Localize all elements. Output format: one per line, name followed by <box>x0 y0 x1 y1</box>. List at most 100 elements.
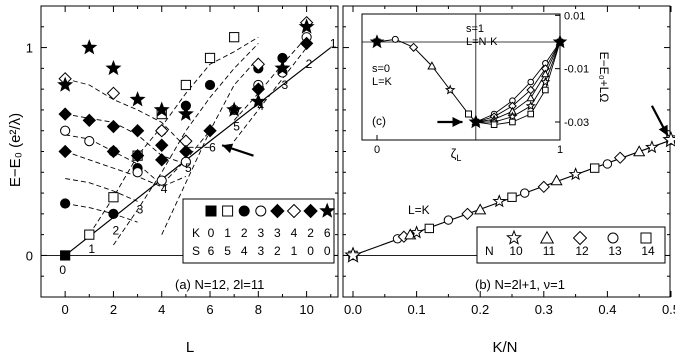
band-label: 1 <box>330 36 337 50</box>
inset-y-tick-label: -0.01 <box>564 64 589 76</box>
band-label: 4 <box>257 99 264 113</box>
data-point <box>57 76 74 92</box>
data-point <box>106 144 121 159</box>
arrow-b-head <box>658 124 668 136</box>
x-tick-label: 0.5 <box>662 302 675 317</box>
legend-row-k-label: K <box>192 226 200 240</box>
inset-point <box>507 111 518 121</box>
inset-origin-star <box>369 34 385 49</box>
data-point <box>156 175 167 186</box>
data-point <box>132 167 143 178</box>
inset-region-left-1: s=0 <box>372 63 390 75</box>
arrow-a <box>221 143 254 157</box>
data-point <box>58 144 72 159</box>
band-label: 2 <box>306 57 313 71</box>
data-point <box>226 101 243 117</box>
band-label: 3 <box>137 203 144 217</box>
data-point <box>251 57 266 71</box>
inset-min-star <box>468 114 484 129</box>
legend-s-value: 5 <box>224 244 231 258</box>
data-point <box>204 79 216 91</box>
band-label: 1 <box>88 242 95 256</box>
data-point <box>443 215 454 225</box>
data-point <box>84 136 95 147</box>
data-point <box>424 223 435 234</box>
x-tick-label: 10 <box>299 302 313 317</box>
legend-n-label: N <box>485 244 494 258</box>
legend-marker <box>205 205 217 217</box>
legend-marker <box>255 205 267 217</box>
legend-n-value: 14 <box>641 244 655 258</box>
legend-n-value: 13 <box>608 244 622 258</box>
origin-star <box>344 246 362 263</box>
legend-n-value: 11 <box>543 244 556 258</box>
inset-frame <box>361 13 561 141</box>
inset-x-tick-label: 0 <box>374 144 380 156</box>
data-point <box>550 174 563 186</box>
data-point <box>229 32 240 43</box>
legend-s-value: 1 <box>291 244 298 258</box>
dashed-guide-line <box>65 113 187 165</box>
panel-a-xlabel: L <box>186 339 194 356</box>
data-point <box>602 159 613 169</box>
legend-n-value: 12 <box>575 244 589 258</box>
legend-s-value: 4 <box>241 244 248 258</box>
legend-marker <box>222 205 234 217</box>
inset-point <box>427 61 437 70</box>
inset-point <box>490 121 498 128</box>
data-point <box>299 36 314 51</box>
inset-curve-right <box>475 41 561 123</box>
legend-n-value: 10 <box>509 244 523 258</box>
data-point <box>155 138 169 152</box>
panel-b-label: (b) N=2l+1, ν=1 <box>475 277 565 292</box>
legend-s-value: 3 <box>257 244 264 258</box>
data-point <box>568 167 583 181</box>
data-point <box>645 140 659 154</box>
data-point <box>409 225 424 239</box>
legend-marker <box>270 203 285 219</box>
legend-s-value: 0 <box>307 244 314 258</box>
data-point <box>155 124 169 138</box>
band-label: 0 <box>59 263 66 277</box>
inset-xlabel: ζL <box>451 146 462 163</box>
panel-b-line-label: L=K <box>408 203 430 217</box>
legend-k-value: 6 <box>324 226 331 240</box>
data-point <box>507 192 517 202</box>
data-point <box>84 229 95 240</box>
inset-end-star <box>552 34 568 49</box>
dashed-guide-line <box>65 178 138 202</box>
inset-region-right-1: s=1 <box>466 23 484 35</box>
legend-k-value: 3 <box>257 226 264 240</box>
legend-marker <box>607 232 619 244</box>
x-tick-label: 2 <box>110 302 117 317</box>
arrow-a-head <box>222 143 234 154</box>
panel-b-legend: N 10 11 12 13 14 <box>476 226 666 264</box>
data-point <box>177 105 194 121</box>
data-point <box>106 86 121 100</box>
inset-y-tick-label: -0.03 <box>564 117 589 129</box>
endpoint-star <box>662 130 675 148</box>
data-point <box>105 59 122 76</box>
arrow-b <box>650 105 669 137</box>
x-tick-label: 8 <box>255 302 262 317</box>
band-label: 5 <box>185 161 192 175</box>
y-tick-label: 0 <box>26 248 33 263</box>
legend-k-value: 4 <box>291 226 298 240</box>
legend-k-value: 1 <box>224 226 231 240</box>
inset-region-left-2: L=K <box>372 76 393 88</box>
inset-lines <box>369 34 568 129</box>
panel-a: E−E₀ (e²/λ) L (a) N=12, 2l=11 0 2 4 6 8 1001 … <box>7 5 339 356</box>
panel-b: K/N (b) N=2l+1, ν=1 L=K 0.0 0.1 0.2 0.3 0.4 0… <box>342 5 675 356</box>
data-point <box>81 39 98 55</box>
data-point <box>204 52 216 64</box>
x-tick-label: 0.0 <box>344 302 362 317</box>
inset-point <box>444 84 456 95</box>
inset-point <box>465 110 472 118</box>
data-point <box>130 148 145 163</box>
inset-y-tick-label: 0.01 <box>564 10 585 22</box>
band-label: 2 <box>113 223 120 237</box>
panel-a-legend: KS0 1 2 3 3 4 2 66 5 4 3 2 1 0 0 <box>182 198 336 264</box>
data-point <box>60 198 71 209</box>
data-point <box>60 250 71 261</box>
y-tick-label: 1 <box>26 41 33 56</box>
